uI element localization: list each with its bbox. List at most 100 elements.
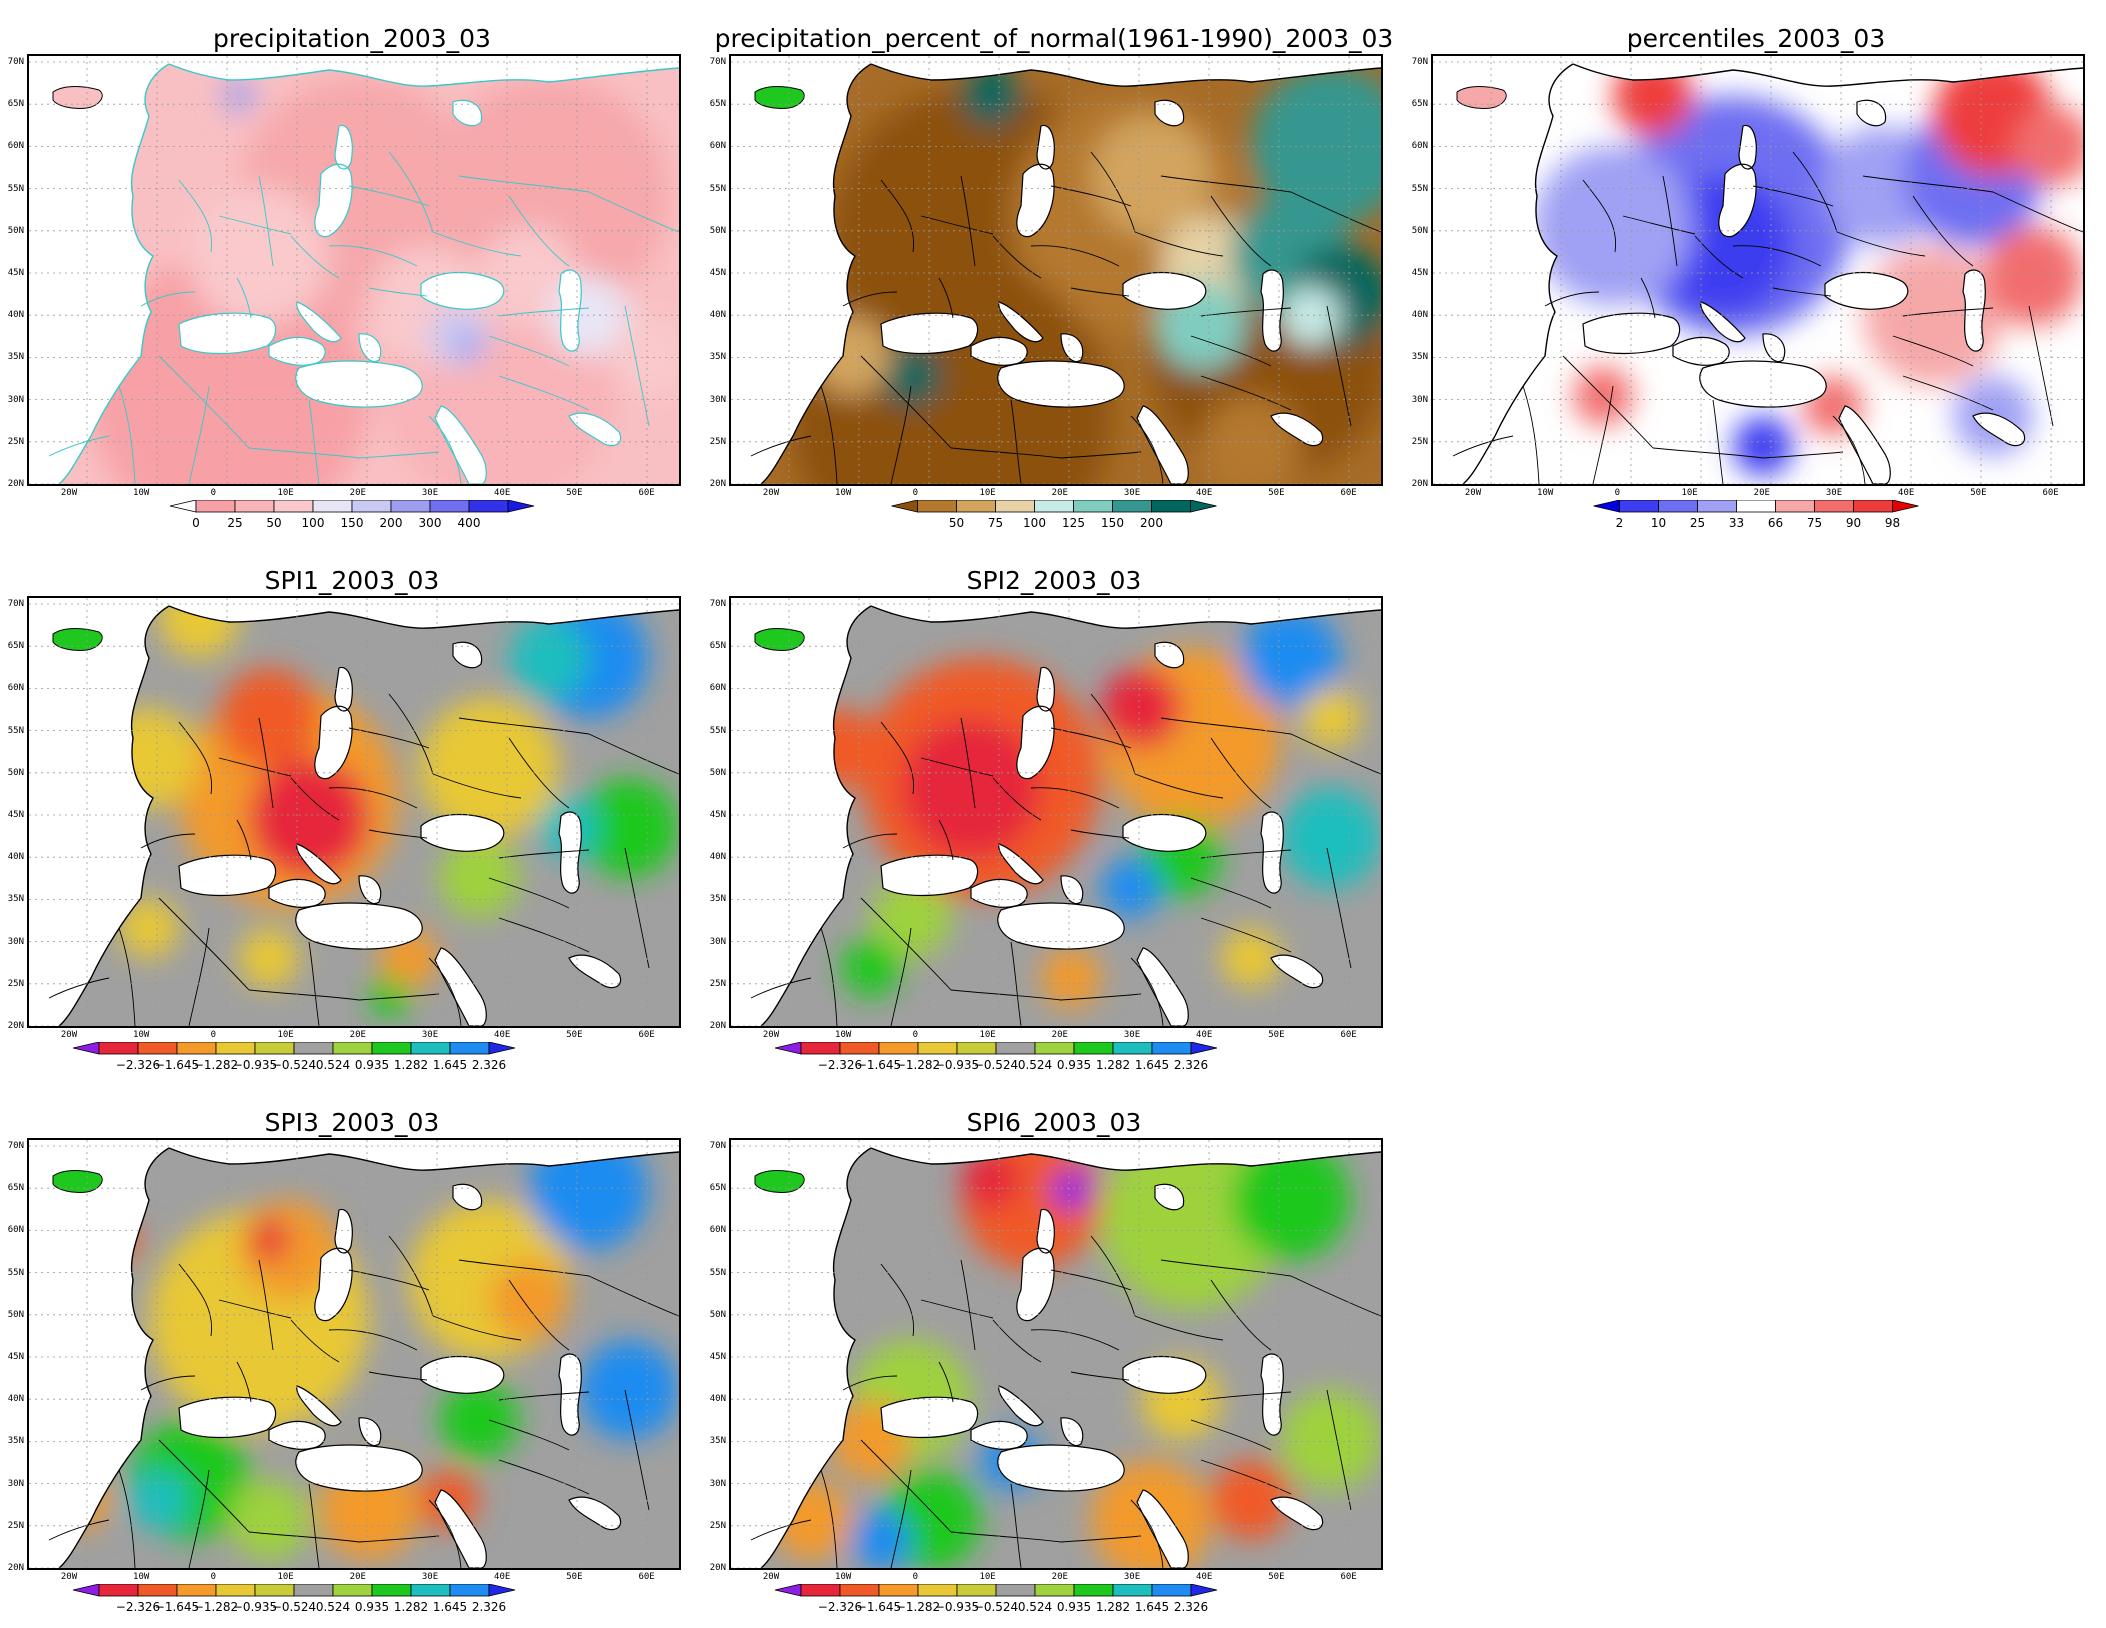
whitesea-water-mask [1155,100,1184,126]
longitude-label: 10W [133,1030,150,1040]
colorbar-swatch [293,1042,334,1055]
colorbar-swatch [351,500,392,513]
colorbar-ramp [1593,500,1919,513]
latitude-label: 65N [7,641,24,652]
latitude-label: 65N [7,1183,24,1194]
colorbar-tick-label: −2.326 [817,1600,863,1614]
colorbar-tick-label: 1.645 [432,1058,468,1072]
colorbar-swatch [176,1584,217,1597]
iceland-landmass [52,628,103,651]
longitude-label: 10W [133,488,150,498]
colorbar-swatch [1151,1042,1192,1055]
longitude-label: 50E [1970,488,1987,498]
longitude-label: 60E [638,1572,655,1582]
latitude-label: 35N [709,1436,726,1447]
bothnia-water-mask [1037,125,1055,169]
colorbar-swatch [1112,1584,1153,1597]
colorbar-swatch [332,1584,373,1597]
latitude-label: 25N [709,436,726,447]
panel-title: precipitation_2003_03 [213,24,491,53]
colorbar-tick-label: −0.935 [232,1600,278,1614]
colorbar-tick-label: 2.326 [471,1058,507,1072]
colorbar-swatch [956,1584,997,1597]
colorbar-swatch [312,500,353,513]
latitude-label: 30N [7,1478,24,1489]
latitude-label: 25N [709,978,726,989]
latitude-label: 20N [709,479,726,489]
longitude-label: 60E [1340,1572,1357,1582]
colorbar-tick-label: 1.645 [432,1600,468,1614]
colorbar-tick-label: 10 [1650,516,1667,530]
map-frame [27,54,681,486]
longitude-label: 40E [1196,1572,1213,1582]
colorbar-swatch [429,500,470,513]
adriatic-water-mask [998,844,1043,884]
colorbar-tick-label: −1.282 [193,1058,239,1072]
whitesea-water-mask [1857,100,1886,126]
redsea-water-mask [435,948,487,1026]
redsea-water-mask [1137,1490,1189,1568]
latitude-label: 20N [1411,479,1428,489]
latitude-label: 50N [7,225,24,236]
longitude-label: 10W [1537,488,1554,498]
redsea-water-mask [1839,406,1891,484]
colorbar-left-arrow [72,1584,100,1597]
longitude-label: 0 [912,1572,919,1582]
colorbar-tick-label: −0.524 [973,1058,1019,1072]
latitude-label: 55N [7,1267,24,1278]
colorbar: 0 25 50 100 150 200 300 400 [2,500,702,534]
baltic-water-mask [1016,1248,1055,1321]
medE-water-mask [295,903,423,950]
colorbar-left-arrow [774,1584,802,1597]
longitude-label: 0 [210,1572,217,1582]
colorbar-tick-label: 90 [1845,516,1862,530]
colorbar: −2.326 −1.645 −1.282 −0.935 −0.524 0.524 0.935… [704,1042,1404,1076]
colorbar-tick-label: 300 [418,516,442,530]
colorbar-swatch [254,1584,295,1597]
colorbar-left-arrow [169,500,197,513]
arctic-water-mask [29,56,679,87]
longitude-label: 10E [277,488,294,498]
colorbar-swatch [449,1042,490,1055]
latitude-label: 50N [709,225,726,236]
panel-title: percentiles_2003_03 [1626,24,1886,53]
gulf-water-mask [1271,955,1323,988]
longitude-label: 50E [1268,1572,1285,1582]
colorbar-right-arrow [488,1042,516,1055]
latitude-label: 30N [709,394,726,405]
longitude-label: 40E [494,488,511,498]
colorbar-swatch [137,1584,178,1597]
baltic-water-mask [1718,164,1757,237]
colorbar-tick-label: −0.935 [232,1058,278,1072]
latitude-label: 20N [7,479,24,489]
colorbar-ramp [72,1042,516,1055]
precipitation-field-map [29,1140,679,1568]
map-frame [729,1138,1383,1570]
colorbar-swatch [800,1584,841,1597]
colorbar-tick-label: −0.935 [934,1600,980,1614]
blacksea-water-mask [1825,272,1908,310]
colorbar-tick-label: 1.282 [393,1058,429,1072]
iceland-landmass [52,1170,103,1193]
longitude-label: 20E [1051,1572,1068,1582]
colorbar-tick-label: −1.645 [154,1600,200,1614]
map-frame [27,596,681,1028]
colorbar-tick-label: 50 [948,516,965,530]
colorbar-swatch [254,1042,295,1055]
colorbar-tick-label: 2.326 [1173,1058,1209,1072]
colorbar-tick-label: 0.524 [315,1600,351,1614]
latitude-label: 50N [7,1309,24,1320]
longitude-label: 40E [1196,488,1213,498]
redsea-water-mask [1137,406,1189,484]
caspian-water-mask [1261,270,1284,352]
latitude-label: 40N [7,852,24,863]
latitude-label: 40N [709,852,726,863]
colorbar-tick-label: −1.645 [154,1058,200,1072]
colorbar-tick-label: 2.326 [471,1600,507,1614]
latitude-label: 40N [7,1394,24,1405]
colorbar: −2.326 −1.645 −1.282 −0.935 −0.524 0.524 0.935… [704,1584,1404,1618]
longitude-label: 0 [210,1030,217,1040]
blacksea-water-mask [1123,272,1206,310]
latitude-label: 65N [709,99,726,110]
longitude-label: 20W [762,488,780,498]
